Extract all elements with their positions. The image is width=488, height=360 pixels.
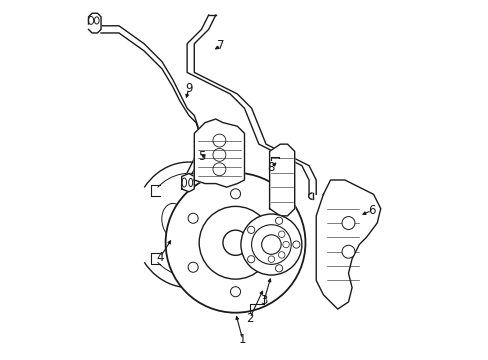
Polygon shape	[182, 174, 194, 192]
Circle shape	[188, 213, 198, 223]
Circle shape	[292, 241, 299, 248]
Text: 9: 9	[185, 82, 192, 95]
Polygon shape	[269, 144, 294, 216]
Circle shape	[341, 217, 354, 229]
Text: 5: 5	[197, 150, 205, 163]
Circle shape	[241, 214, 301, 275]
Circle shape	[223, 230, 247, 255]
Circle shape	[247, 256, 254, 263]
Circle shape	[247, 226, 254, 233]
Polygon shape	[316, 180, 380, 309]
Circle shape	[272, 262, 283, 272]
Circle shape	[230, 287, 240, 297]
Circle shape	[272, 213, 283, 223]
Circle shape	[188, 262, 198, 272]
Text: 2: 2	[245, 311, 253, 325]
Text: 8: 8	[267, 161, 275, 174]
Text: 6: 6	[367, 204, 375, 217]
Circle shape	[341, 245, 354, 258]
Text: 3: 3	[260, 294, 267, 307]
Circle shape	[230, 189, 240, 199]
Polygon shape	[88, 13, 101, 33]
Polygon shape	[194, 119, 244, 187]
Circle shape	[275, 217, 282, 224]
Circle shape	[275, 265, 282, 272]
Text: 7: 7	[217, 39, 224, 52]
Circle shape	[261, 235, 281, 254]
Text: 4: 4	[156, 251, 163, 264]
Text: 1: 1	[239, 333, 246, 346]
Circle shape	[165, 173, 305, 313]
